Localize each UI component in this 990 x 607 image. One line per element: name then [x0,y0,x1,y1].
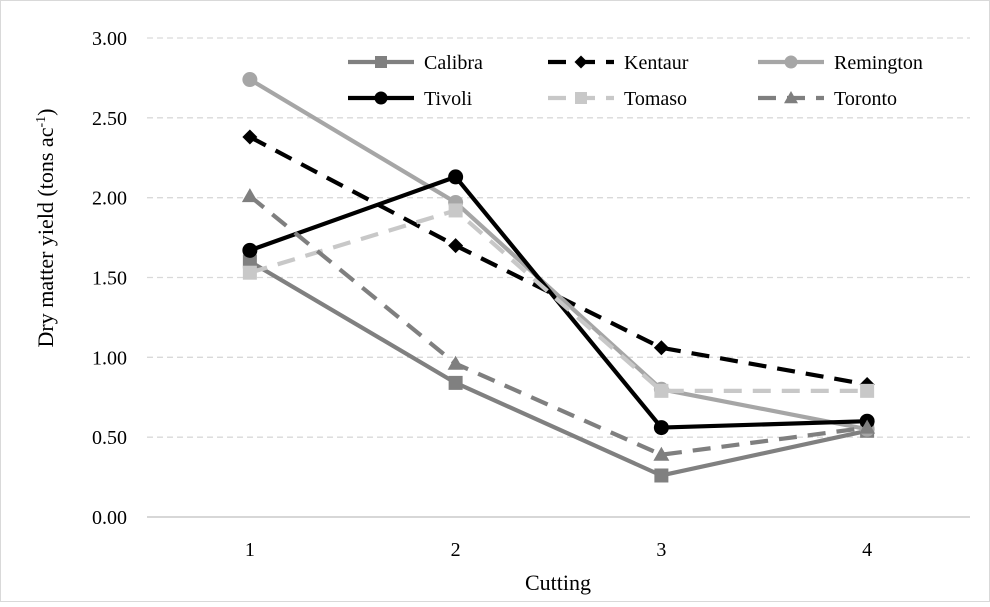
legend-marker-remington [784,55,798,69]
series-line-kentaur [248,135,868,387]
legend-label-toronto: Toronto [834,88,897,110]
series-line-calibra [248,259,868,478]
legend-marker-kentaur [574,55,588,69]
y-axis-title-superscript: -1 [34,116,49,128]
y-axis-title-close: ) [33,109,58,116]
data-point-tivoli [242,242,258,258]
data-point-kentaur [242,129,258,145]
legend-marker-calibra [375,56,387,68]
data-point-tomaso [860,383,875,398]
x-tick-label: 3 [656,539,666,561]
legend-label-remington: Remington [834,52,923,74]
legend-entry-remington: Remington [758,52,923,74]
data-point-tivoli [653,420,669,436]
legend-marker-tomaso [575,92,587,104]
data-point-kentaur [653,340,669,356]
data-point-tomaso [448,203,463,218]
series-toronto [241,188,876,461]
legend-label-tivoli: Tivoli [424,88,473,110]
legend-entry-toronto: Toronto [758,88,897,110]
y-tick-label: 2.00 [92,188,127,210]
y-tick-label: 3.00 [92,28,127,50]
legend-marker-toronto [784,91,798,104]
y-tick-label: 0.50 [92,427,127,449]
y-axis-title-main: Dry matter yield (tons ac [33,127,58,347]
x-tick-label: 2 [451,539,461,561]
data-point-calibra [448,375,463,390]
y-tick-label: 1.00 [92,347,127,369]
series-layer [241,72,876,483]
series-line-tomaso [249,208,868,393]
data-point-toronto [241,188,258,203]
legend-entry-calibra: Calibra [348,52,483,74]
data-point-tivoli [448,169,464,185]
series-line-toronto [248,194,868,457]
data-point-toronto [653,446,670,461]
data-point-tomaso [242,265,257,280]
legend: Calibra Kentaur Remington Tivoli Tomaso Toron… [348,52,923,110]
data-point-toronto [859,419,876,434]
legend-entry-tivoli: Tivoli [348,88,473,110]
y-tick-label: 1.50 [92,268,127,290]
axes: 0.00 0.50 1.00 1.50 2.00 2.50 3.00 1 2 3 4 [92,28,970,561]
data-point-calibra [242,254,257,269]
legend-entry-tomaso: Tomaso [548,88,687,110]
series-tomaso [242,203,875,398]
data-point-toronto [447,355,464,370]
x-tick-label: 4 [862,539,872,561]
legend-marker-tivoli [374,91,388,105]
data-point-remington [242,72,258,88]
y-axis-title: Dry matter yield (tons ac-1) [33,109,58,348]
legend-label-kentaur: Kentaur [624,52,689,74]
data-point-tomaso [654,383,669,398]
series-line-remington [248,77,868,432]
data-point-kentaur [448,238,464,254]
x-tick-label: 1 [245,539,255,561]
legend-entry-kentaur: Kentaur [548,52,689,74]
data-point-calibra [654,468,669,483]
legend-label-calibra: Calibra [424,52,483,74]
x-axis-title: Cutting [525,570,591,595]
y-tick-label: 2.50 [92,108,127,130]
legend-label-tomaso: Tomaso [624,88,687,110]
y-tick-label: 0.00 [92,507,127,529]
